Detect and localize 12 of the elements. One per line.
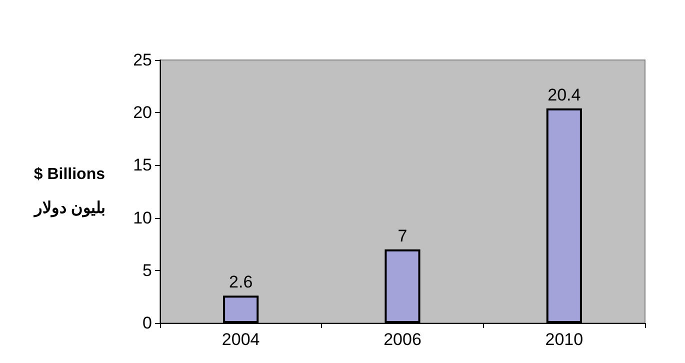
- x-tick-label: 2004: [222, 330, 260, 349]
- y-tick-label: 20: [133, 103, 152, 122]
- data-label: 20.4: [548, 85, 581, 104]
- data-label: 2.6: [229, 272, 253, 292]
- y-tick-label: 10: [133, 208, 152, 228]
- y-tick-label: 15: [133, 156, 152, 175]
- x-tick-label: 2010: [545, 330, 584, 349]
- y-tick-label: 25: [133, 50, 152, 70]
- x-tick-label: 2006: [384, 330, 422, 349]
- y-tick-label: 5: [142, 260, 152, 280]
- data-label: 7: [398, 226, 408, 246]
- y-tick-label: 0: [142, 314, 152, 332]
